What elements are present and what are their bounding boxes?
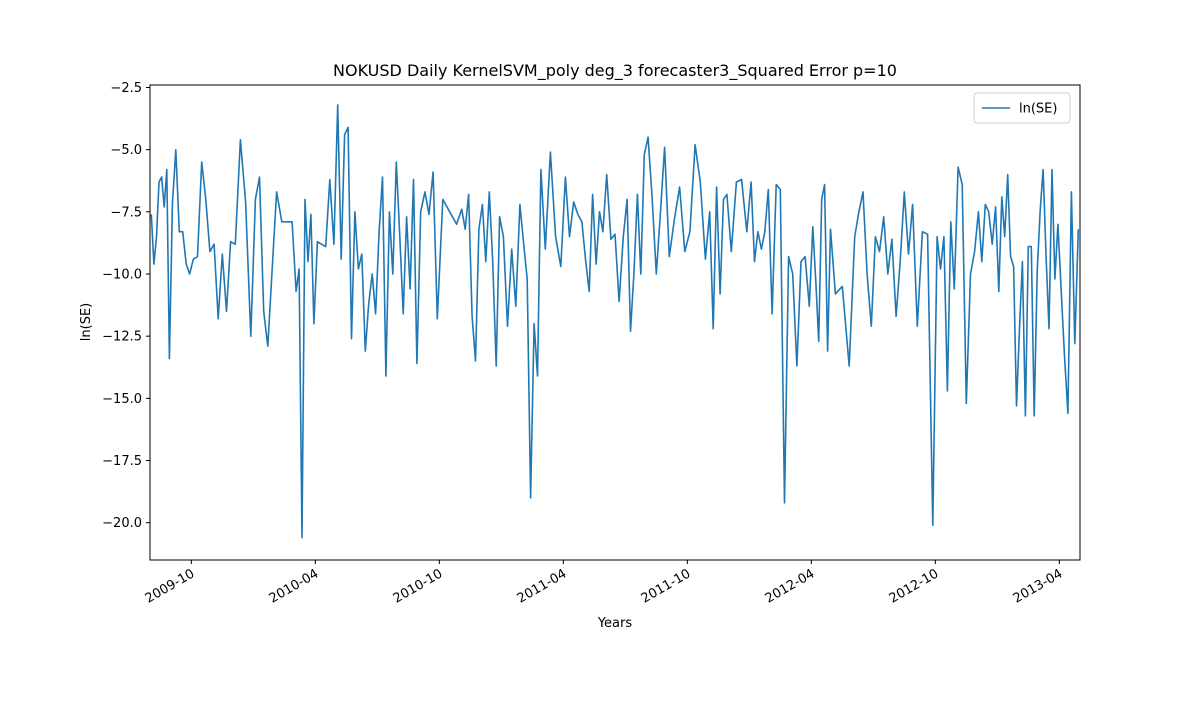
legend-label: ln(SE) xyxy=(1019,102,1057,117)
x-axis-label: Years xyxy=(597,616,633,631)
y-tick-label: −17.5 xyxy=(102,454,142,469)
y-tick-label: −5.0 xyxy=(110,143,142,158)
y-tick-label: −7.5 xyxy=(110,205,142,220)
y-tick-label: −10.0 xyxy=(102,268,142,283)
y-tick-label: −12.5 xyxy=(102,330,142,345)
plot-frame xyxy=(149,84,1081,561)
y-tick-label: −15.0 xyxy=(102,392,142,407)
legend-box xyxy=(973,92,1071,124)
y-tick-label: −20.0 xyxy=(102,516,142,531)
y-tick-label: −2.5 xyxy=(110,81,142,96)
y-axis-label: ln(SE) xyxy=(79,303,94,341)
chart-title: NOKUSD Daily KernelSVM_poly deg_3 foreca… xyxy=(333,61,897,81)
series-line xyxy=(150,104,1080,539)
